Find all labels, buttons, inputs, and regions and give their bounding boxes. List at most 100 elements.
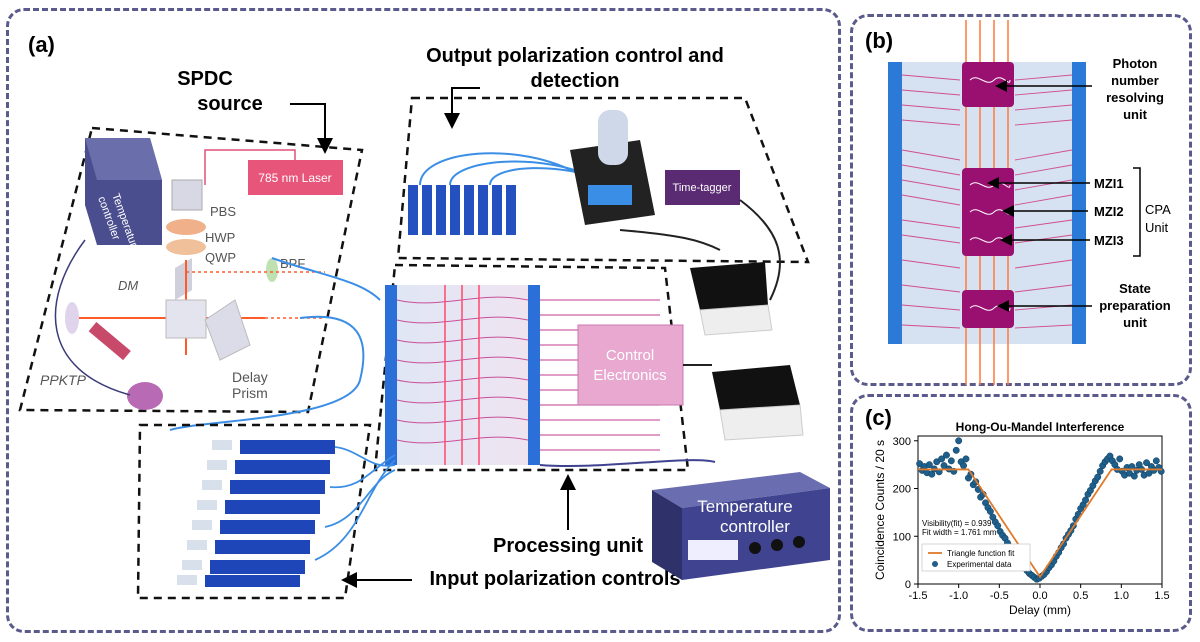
x-axis-label: Delay (mm)	[1009, 603, 1071, 617]
data-point	[1152, 457, 1160, 465]
big-temp-line1: Temperature	[697, 497, 792, 516]
processing-box	[373, 263, 690, 472]
legend-fit-label: Triangle function fit	[947, 549, 1015, 558]
photon-number-line1: Photon	[1113, 56, 1158, 71]
y-tick-label: 100	[893, 531, 911, 543]
detector-block	[570, 110, 655, 225]
data-point	[994, 522, 1002, 530]
data-point	[925, 461, 933, 469]
bpf-label: BPF	[280, 256, 305, 271]
data-point	[938, 455, 946, 463]
photon-number-line3: resolving	[1106, 90, 1164, 105]
laser-label: 785 nm Laser	[258, 171, 331, 185]
annotation-visibility: Visibility(fit) = 0.939	[922, 519, 992, 528]
knob-1	[749, 542, 761, 554]
laptop-1-screen	[690, 262, 768, 310]
legend-box	[921, 543, 1031, 572]
x-tick-label: -1.0	[949, 590, 968, 602]
data-point	[1143, 459, 1150, 467]
annotation-width: Fit width = 1.761 mm	[922, 528, 997, 537]
data-point	[1130, 472, 1138, 480]
legend-data-swatch	[932, 561, 938, 567]
state-prep-block	[962, 290, 1014, 328]
state-prep-line1: State	[1119, 281, 1151, 296]
data-point	[952, 446, 960, 454]
laser-box	[248, 160, 343, 195]
state-prep-line2: preparation	[1099, 298, 1171, 313]
ppktp-label: PPKTP	[40, 372, 87, 388]
data-point	[947, 457, 955, 465]
output-arrow	[444, 87, 480, 129]
mzi3-label: MZI3	[1094, 233, 1124, 248]
cpa-line2: Unit	[1145, 220, 1169, 235]
delay-prism	[204, 299, 251, 361]
panel-b-frame	[850, 14, 1192, 386]
control-electronics-line2: Electronics	[593, 367, 666, 384]
y-axis-label: Coincidence Counts / 20 s	[873, 440, 887, 580]
panel-c-letter: (c)	[865, 405, 892, 430]
hom-chart: Hong-Ou-Mandel Interference Delay (mm) Coi…	[873, 420, 1170, 617]
photon-number-unit-block	[962, 62, 1014, 107]
cpa-bracket	[1133, 167, 1141, 257]
control-electronics-box	[577, 324, 684, 406]
spdc-label-line2: source	[197, 93, 263, 115]
cpa-line1: CPA	[1145, 202, 1171, 217]
x-tick-label: -0.5	[990, 590, 1009, 602]
output-box	[396, 96, 810, 264]
x-tick-label: 0.5	[1073, 590, 1088, 602]
hwp-label: HWP	[205, 230, 235, 245]
spdc-label-line1: SPDC	[177, 68, 233, 90]
data-point	[1082, 496, 1089, 504]
state-prep-line3: unit	[1123, 315, 1147, 330]
x-tick-label: 1.5	[1154, 590, 1169, 602]
input-label: Input polarization controls	[429, 568, 680, 590]
data-point	[1096, 467, 1104, 475]
chart-title: Hong-Ou-Mandel Interference	[956, 420, 1125, 434]
knob-2	[771, 539, 783, 551]
mzi2-label: MZI2	[1094, 204, 1124, 219]
x-tick-label: 1.0	[1114, 590, 1129, 602]
display-screen	[688, 540, 738, 560]
x-tick-label: 0.0	[1032, 590, 1047, 602]
photon-number-line4: unit	[1123, 107, 1147, 122]
qwp-plate	[166, 239, 206, 255]
output-polarizers	[408, 185, 516, 235]
legend-data-label: Experimental data	[947, 560, 1012, 569]
pbs-label: PBS	[210, 204, 236, 219]
data-point	[1094, 473, 1102, 481]
processing-label: Processing unit	[493, 535, 643, 557]
output-label-line2: detection	[531, 70, 620, 92]
y-tick-label: 0	[905, 579, 911, 591]
hwp-plate	[166, 219, 206, 235]
data-point	[955, 437, 963, 445]
input-polarizers	[205, 440, 335, 587]
big-temp-line2: controller	[720, 517, 790, 536]
dm-label: DM	[118, 278, 138, 293]
delay-prism-line2: Prism	[232, 385, 268, 401]
laptop-2-screen	[712, 365, 800, 410]
knob-3	[793, 536, 805, 548]
data-point	[943, 451, 950, 459]
delay-prism-line1: Delay	[232, 369, 268, 385]
data-point	[962, 455, 970, 463]
output-label-line1: Output polarization control and	[426, 45, 724, 67]
ppktp-crystal	[88, 322, 131, 361]
mzi1-label: MZI1	[1094, 176, 1124, 191]
qwp-label: QWP	[205, 250, 236, 265]
time-tagger-box	[665, 170, 740, 205]
pbs-cube	[171, 179, 203, 211]
spdc-arrow	[290, 103, 333, 154]
bpf-filter	[266, 258, 278, 282]
time-tagger-label: Time-tagger	[673, 182, 732, 194]
data-point	[1116, 455, 1124, 463]
spdc-box	[18, 126, 364, 414]
control-electronics-line1: Control	[606, 347, 654, 364]
data-point	[986, 507, 994, 515]
data-point	[960, 462, 967, 470]
chip-waveguides	[396, 296, 529, 444]
y-tick-label: 200	[893, 484, 911, 496]
y-tick-label: 300	[893, 436, 911, 448]
fit-line	[918, 468, 1162, 579]
dm-mirror	[175, 258, 192, 300]
